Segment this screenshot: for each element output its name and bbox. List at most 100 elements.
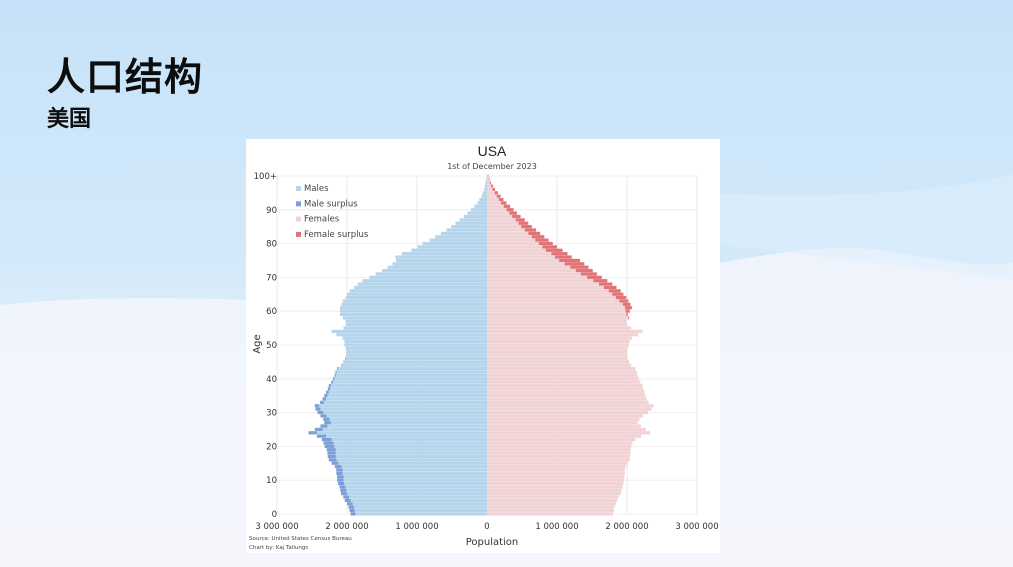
male-bar xyxy=(341,302,487,306)
male-bar xyxy=(340,306,487,310)
female-surplus-bar xyxy=(506,208,514,212)
female-bar xyxy=(487,404,654,408)
male-bar xyxy=(328,390,487,394)
female-surplus-bar xyxy=(551,252,568,256)
male-bar xyxy=(350,498,487,503)
female-bar xyxy=(487,505,615,509)
male-bar xyxy=(335,454,487,459)
legend: Males Male surplus Females Female surplus xyxy=(296,184,369,240)
male-bar xyxy=(330,421,487,425)
female-bar xyxy=(487,394,646,398)
female-bar xyxy=(487,319,627,323)
male-bar xyxy=(484,187,487,192)
legend-swatch xyxy=(296,201,301,207)
y-tick-label: 100+ xyxy=(254,172,277,182)
female-surplus-bar xyxy=(489,181,491,185)
male-surplus-bar xyxy=(336,468,343,472)
male-surplus-bar xyxy=(337,475,344,479)
female-bar xyxy=(487,498,618,503)
female-surplus-bar xyxy=(625,309,630,313)
male-surplus-bar xyxy=(324,394,328,398)
male-bar xyxy=(382,268,487,273)
female-surplus-bar xyxy=(518,221,529,225)
male-surplus-bar xyxy=(315,407,321,411)
male-surplus-bar xyxy=(327,454,336,459)
female-surplus-bar xyxy=(512,214,521,219)
female-bar xyxy=(487,228,525,232)
male-bar xyxy=(344,360,487,364)
female-bar xyxy=(487,245,543,249)
male-bar xyxy=(362,279,487,283)
legend-swatch xyxy=(296,231,301,237)
y-tick-label: 20 xyxy=(266,442,277,452)
female-surplus-bar xyxy=(580,272,597,276)
female-bar xyxy=(487,356,628,361)
female-bar xyxy=(487,366,636,371)
female-bar xyxy=(487,346,628,350)
male-bar xyxy=(323,400,487,404)
male-surplus-bar xyxy=(344,498,351,503)
female-bar xyxy=(487,377,639,381)
male-surplus-bar xyxy=(328,458,337,462)
legend-label: Females xyxy=(304,215,340,225)
male-bar xyxy=(334,444,487,448)
female-bar xyxy=(487,323,627,327)
female-surplus-bar xyxy=(570,265,589,269)
female-surplus-bar xyxy=(492,187,496,192)
male-bar xyxy=(446,228,487,232)
chart-source: Source: United States Census Bureau xyxy=(249,536,352,542)
male-bar xyxy=(349,289,487,293)
female-surplus-bar xyxy=(608,289,621,293)
female-bar xyxy=(487,302,623,306)
male-surplus-bar xyxy=(322,397,326,401)
female-bar xyxy=(487,471,625,475)
male-bar xyxy=(486,177,487,181)
female-bar xyxy=(487,353,627,357)
female-bar xyxy=(487,292,613,296)
male-bar xyxy=(343,475,487,479)
chart-title: USA xyxy=(478,143,507,159)
female-bar xyxy=(487,265,571,269)
female-bar xyxy=(487,488,622,492)
male-bar xyxy=(336,370,487,374)
male-surplus-bar xyxy=(345,356,346,361)
male-surplus-bar xyxy=(326,390,329,394)
female-bar xyxy=(487,275,588,279)
female-bar xyxy=(487,417,640,421)
male-bar xyxy=(327,394,487,398)
female-surplus-bar xyxy=(524,228,536,232)
male-bar xyxy=(352,502,487,506)
female-bar xyxy=(487,424,641,428)
male-bar xyxy=(344,343,487,347)
male-bar xyxy=(335,451,487,455)
female-surplus-bar xyxy=(488,177,490,181)
chart-credit: Chart by: Kaj Tallungs xyxy=(249,545,308,551)
male-surplus-bar xyxy=(314,404,319,408)
male-bar xyxy=(342,363,487,367)
female-bar xyxy=(487,241,539,246)
female-bar xyxy=(487,296,616,300)
male-bar xyxy=(335,373,487,377)
male-bar xyxy=(349,495,487,499)
male-bar xyxy=(333,380,487,384)
y-tick-label: 60 xyxy=(266,307,277,317)
female-bar xyxy=(487,201,501,205)
male-bar xyxy=(451,225,487,229)
male-bar xyxy=(337,366,487,371)
y-tick-label: 70 xyxy=(266,273,277,283)
male-bar xyxy=(346,488,487,492)
male-surplus-bar xyxy=(337,366,338,371)
slide-title: 人口结构 xyxy=(47,55,204,99)
male-bar xyxy=(396,258,487,263)
female-bar xyxy=(487,407,652,411)
female-bar xyxy=(487,431,651,435)
female-surplus-bar xyxy=(494,191,498,195)
male-bar xyxy=(346,346,487,350)
female-bar xyxy=(487,204,504,208)
female-bar xyxy=(487,387,644,391)
male-bar xyxy=(326,397,487,401)
male-bar xyxy=(354,505,487,509)
male-bar xyxy=(387,265,487,269)
male-bar xyxy=(429,238,487,242)
male-bar xyxy=(335,448,487,452)
